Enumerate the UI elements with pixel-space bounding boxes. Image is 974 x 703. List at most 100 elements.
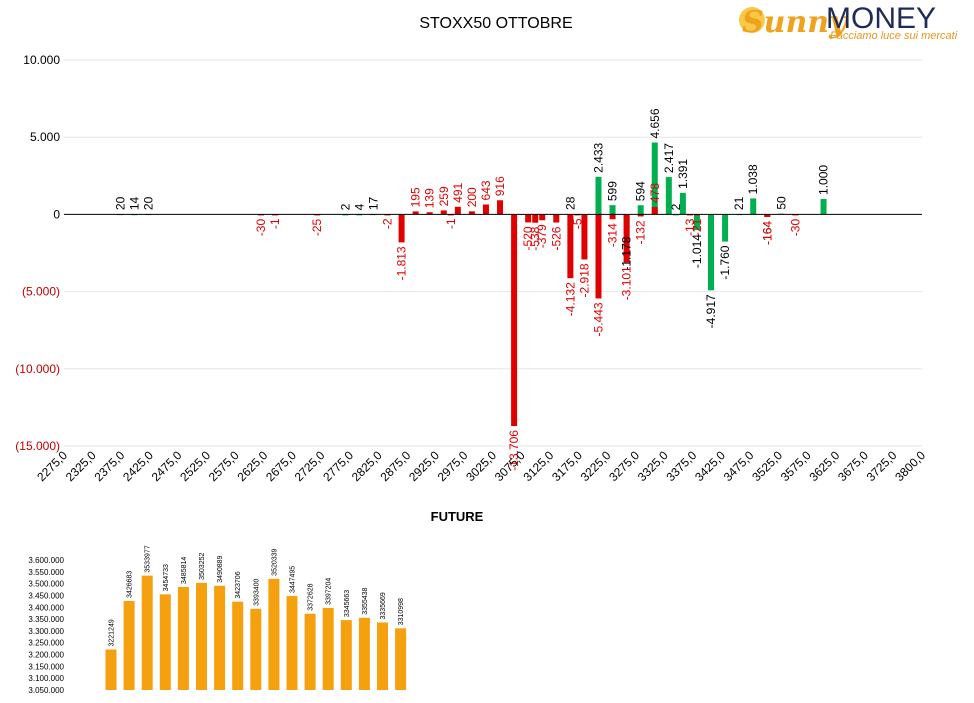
data-label: -538 [528,226,542,250]
data-label: 2 [669,203,683,210]
logo-brand-sunny: Sunny [742,5,849,40]
x-tick-label: 3525,0 [749,448,785,484]
data-label: 2 [338,203,352,210]
x-tick-label: 2725,0 [292,448,328,484]
data-label: 3423706 [235,571,242,598]
bar [764,214,771,217]
bar [679,192,686,215]
bar [595,214,602,299]
y-tick-label: 10.000 [23,53,60,67]
bar [286,596,298,690]
x-tick-label: 2625,0 [234,448,270,484]
x-tick-label: 2975,0 [435,448,471,484]
x-tick-label: 2375,0 [91,448,127,484]
bar [665,177,672,215]
bar [637,214,644,217]
bar [304,613,316,690]
y-tick-label: (10.000) [15,362,60,376]
data-label: -13.706 [507,430,521,471]
logo-brand-money: MONEY [826,2,936,35]
data-label: 3335669 [380,592,387,619]
y-tick-label: 3.550.000 [28,568,64,577]
future-chart-data-labels: 3221249 3426683 3533977 3454733 3485814 35032… [109,545,406,646]
data-label: 3393400 [253,578,260,605]
data-label: -1 [444,218,458,229]
y-tick-label: 3.150.000 [28,662,64,671]
bar [454,206,461,215]
data-label: -13 [683,218,697,236]
bar [532,214,539,223]
x-tick-label: 2925,0 [406,448,442,484]
bar [159,594,171,690]
y-tick-label: 3.500.000 [28,580,64,589]
bar [268,578,280,690]
main-chart-title: STOXX50 OTTOBRE [419,15,572,32]
data-label: 3454733 [163,564,170,591]
bar [123,600,135,690]
x-tick-label: 2675,0 [263,448,299,484]
data-label: -314 [606,223,620,247]
data-label: -1.760 [718,245,732,279]
bar [722,214,729,242]
data-label: 20 [141,196,155,210]
data-label: -21 [690,218,704,236]
data-label: 3221249 [109,619,116,646]
data-label: -1 [268,218,282,229]
data-label: -2 [381,218,395,229]
bar [595,176,602,215]
x-tick-label: 2525,0 [177,448,213,484]
data-label: -4.917 [704,294,718,328]
data-label: 1.000 [817,165,831,195]
bar [232,601,244,690]
bar [440,210,447,215]
x-tick-label: 2875,0 [377,448,413,484]
bar [581,214,588,260]
sun-icon [739,7,765,33]
sunny-money-logo: Sunny MONEY Facciamo luce sui mercati [739,2,958,42]
y-tick-label: 0 [53,207,60,221]
main-chart-grid [64,59,922,447]
data-label: 21 [732,196,746,210]
data-label: 3533977 [145,545,152,572]
data-label: -25 [310,218,324,236]
data-label: 14 [127,197,141,211]
bar [141,575,153,690]
future-chart-bars [105,575,407,690]
bar [395,628,407,690]
x-tick-label: 2825,0 [349,448,385,484]
main-chart-x-axis: 2275,02325,02375,02425,02475,02525,02575… [34,448,928,484]
data-label: 3372628 [308,583,315,610]
data-label: -5.443 [591,302,605,336]
bar [623,214,630,263]
data-label: 1.038 [746,164,760,194]
bar [468,211,475,215]
y-tick-label: 3.100.000 [28,674,64,683]
data-label: 3485814 [181,557,188,584]
future-chart-y-axis: 3.600.000 3.550.000 3.500.000 3.450.000 3.40… [28,556,64,695]
data-label: -379 [535,224,549,248]
data-label: 478 [648,183,662,203]
x-tick-label: 2775,0 [320,448,356,484]
bar [708,214,715,291]
bar [482,204,489,215]
data-label: 1.391 [676,159,690,189]
bar [105,649,117,690]
bar [398,214,405,243]
bar [637,205,644,215]
y-tick-label: (15.000) [15,439,60,453]
bar [651,142,658,215]
bar [196,582,207,690]
bar [322,607,334,690]
y-tick-label: (5.000) [22,285,60,299]
data-label: -520 [521,226,535,250]
data-label: -30 [788,219,802,237]
x-tick-label: 3425,0 [692,448,728,484]
data-label: 200 [465,187,479,207]
x-tick-label: 2325,0 [63,448,99,484]
x-tick-label: 3275,0 [606,448,642,484]
x-tick-label: 3125,0 [520,448,556,484]
x-tick-label: 2275,0 [34,448,70,484]
bar [497,200,504,215]
data-label: 3447495 [290,566,297,593]
